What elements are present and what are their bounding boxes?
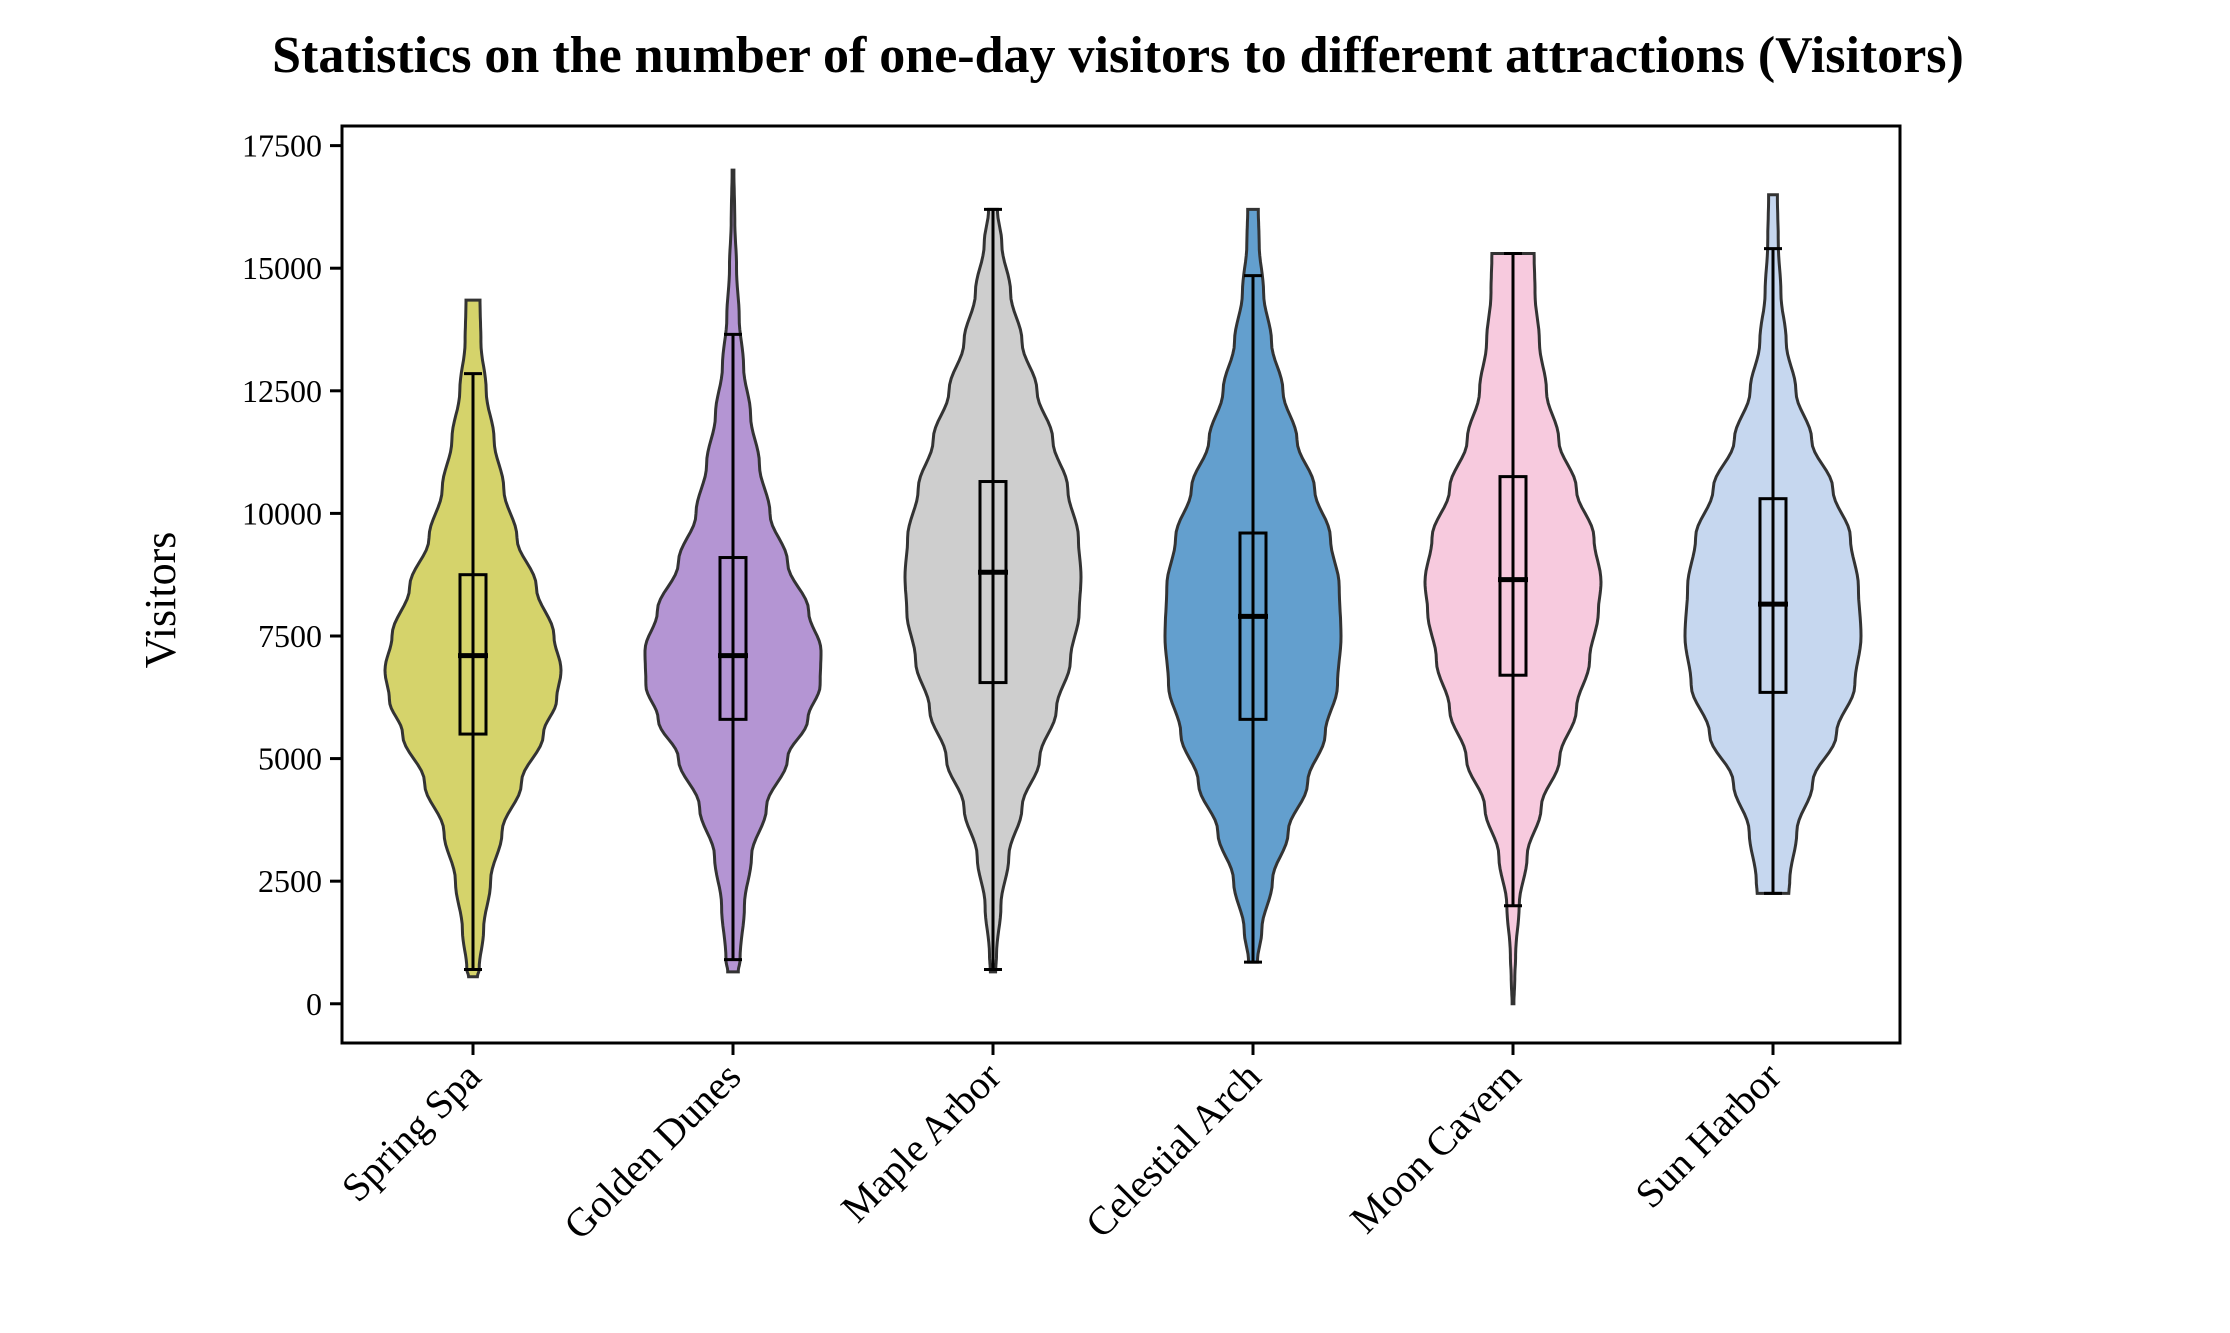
violin-group-spring-spa: [383, 298, 563, 979]
y-axis-ticks: 0 2500 5000 7500 10000 12500 15000 17500: [242, 128, 342, 1022]
iqr-box: [978, 480, 1008, 685]
violin-group-sun-harbor: [1683, 193, 1863, 895]
iqr-box: [1498, 475, 1528, 677]
x-tick-label-sun-harbor: Sun Harbor: [1626, 1054, 1789, 1217]
y-tick-label: 12500: [242, 373, 322, 409]
violin-group-celestial-arch: [1163, 207, 1343, 964]
y-axis-label: Visitors: [136, 532, 185, 669]
violin-group-golden-dunes: [643, 168, 823, 974]
iqr-box: [1238, 531, 1268, 721]
y-tick-label: 10000: [242, 495, 322, 531]
chart-title: Statistics on the number of one-day visi…: [272, 27, 1964, 84]
y-tick-label: 15000: [242, 250, 322, 286]
y-tick-label: 17500: [242, 128, 322, 164]
x-tick-label-moon-cavern: Moon Cavern: [1341, 1054, 1529, 1242]
x-tick-label-maple-arbor: Maple Arbor: [832, 1054, 1009, 1231]
x-tick-label-celestial-arch: Celestial Arch: [1077, 1054, 1270, 1247]
iqr-box: [1758, 497, 1788, 694]
y-tick-label: 5000: [258, 741, 322, 777]
violins-layer: [383, 168, 1863, 1006]
violin-group-maple-arbor: [903, 207, 1083, 974]
y-tick-label: 2500: [258, 863, 322, 899]
x-tick-label-golden-dunes: Golden Dunes: [555, 1054, 749, 1248]
y-tick-label: 7500: [258, 618, 322, 654]
y-tick-label: 0: [306, 986, 322, 1022]
axes-frame: [340, 124, 1902, 1045]
x-axis-ticks: Spring Spa Golden Dunes Maple Arbor Celesti…: [333, 1043, 1789, 1248]
x-tick-label-spring-spa: Spring Spa: [333, 1053, 490, 1210]
violin-group-moon-cavern: [1423, 251, 1603, 1006]
iqr-box: [718, 556, 748, 721]
